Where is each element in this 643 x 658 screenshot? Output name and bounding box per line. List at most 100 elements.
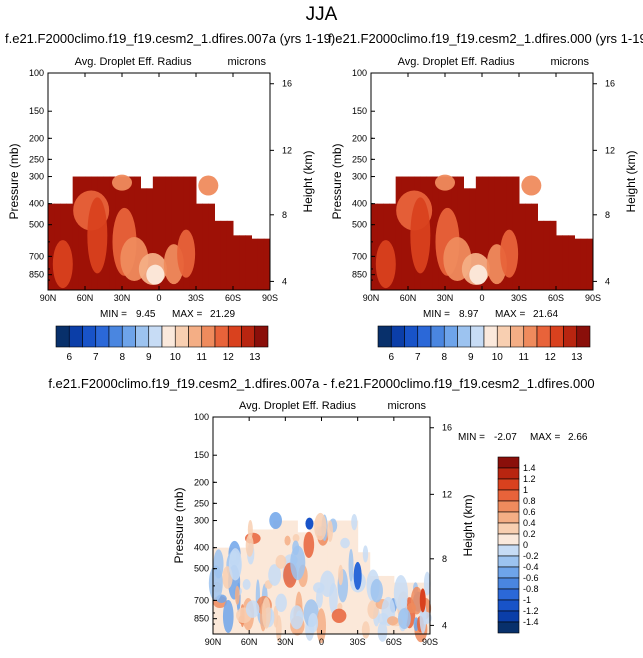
x-tick-label: 60N — [400, 293, 417, 303]
colorbar-box — [563, 325, 578, 348]
contour-fill — [537, 220, 545, 290]
colorbar-box — [121, 325, 136, 348]
contour-region — [112, 174, 132, 191]
colorbar-label: -0.4 — [523, 562, 539, 572]
contour-fill — [233, 235, 240, 290]
x-tick-label: 0 — [319, 637, 324, 647]
y-tick-label: 500 — [29, 220, 44, 230]
panel-subtitle: Avg. Droplet Eff. Radius — [239, 400, 356, 412]
panel-diff-field — [208, 512, 432, 644]
y-tick-label: 850 — [29, 270, 44, 280]
colorbar-label: 10 — [492, 352, 504, 363]
contour-fill — [219, 547, 226, 634]
contour-region — [521, 175, 542, 196]
panel-a-axes: 100 150 200 250 300 400 500 700 850 90N 60N 30N 0 30S… — [7, 56, 315, 303]
colorbar-box — [404, 325, 419, 348]
contour-fill — [531, 203, 538, 290]
colorbar-box — [201, 325, 216, 348]
contour-region — [228, 548, 242, 581]
max-value: 2.66 — [568, 432, 588, 443]
contour-fill — [225, 547, 232, 634]
panel-diff-minmax: MIN = -2.07 MAX = 2.66 — [458, 432, 588, 443]
colorbar-label: 6 — [66, 352, 72, 363]
colorbar-box — [174, 325, 189, 348]
contour-region — [348, 548, 354, 582]
height-tick-label: 4 — [282, 276, 287, 286]
contour-fill — [171, 176, 178, 290]
panel-subtitle: Avg. Droplet Eff. Radius — [75, 56, 192, 68]
contour-fill — [159, 176, 166, 290]
contour-fill — [263, 238, 271, 290]
contour-fill — [525, 203, 532, 290]
contour-fill — [549, 220, 557, 290]
colorbar-label: 0.4 — [523, 518, 536, 528]
colorbar-box — [523, 325, 538, 348]
contour-region — [208, 565, 223, 601]
contour-region — [410, 586, 423, 615]
panel-diff-colorbar: 1.41.210.80.60.40.20-0.2-0.4-0.6-0.8-1-1… — [497, 456, 539, 634]
colorbar-box — [497, 489, 520, 502]
contour-region — [87, 197, 108, 274]
contour-region — [387, 616, 399, 626]
contour-region — [351, 514, 358, 531]
contour-fill — [463, 188, 471, 290]
x-tick-label: 0 — [479, 293, 484, 303]
colorbar-label: -0.6 — [523, 573, 539, 583]
contour-region — [410, 197, 431, 274]
x-tick-label: 30S — [188, 293, 204, 303]
colorbar-box — [497, 544, 520, 557]
colorbar-box — [148, 325, 163, 348]
contour-fill — [134, 176, 141, 290]
units-label: microns — [227, 56, 266, 68]
colorbar-label: 11 — [197, 352, 208, 363]
contour-fill — [220, 220, 228, 290]
colorbar-label: 7 — [93, 352, 99, 363]
colorbar-label: -0.8 — [523, 584, 539, 594]
contour-region — [423, 571, 431, 596]
contour-fill — [165, 176, 172, 290]
contour-fill — [303, 532, 310, 634]
max-label: MAX = — [495, 309, 525, 320]
panel-diff-axes: 100 150 200 250 300 400 500 700 850 90N 60N 30N 0 30S… — [172, 400, 475, 647]
colorbar-label: 13 — [249, 352, 261, 363]
contour-fill — [239, 235, 246, 290]
min-value: 9.45 — [136, 309, 156, 320]
colorbar-label: -1.2 — [523, 606, 539, 616]
panel-diff-case-title: f.e21.F2000climo.f19_f19.cesm2_1.dfires.… — [48, 376, 595, 391]
colorbar-box — [483, 325, 498, 348]
x-tick-label: 30S — [511, 293, 527, 303]
contour-region — [269, 512, 282, 530]
contour-fill — [309, 520, 316, 634]
contour-region — [242, 578, 251, 590]
height-tick-label: 8 — [605, 210, 610, 220]
contour-fill — [261, 529, 268, 634]
contour-fill — [214, 220, 222, 290]
y-tick-label: 150 — [29, 106, 44, 116]
contour-fill — [245, 235, 252, 290]
contour-fill — [562, 235, 569, 290]
x-tick-label: 30N — [437, 293, 454, 303]
colorbar-box — [161, 325, 176, 348]
contour-fill — [78, 176, 86, 290]
contour-fill — [556, 235, 563, 290]
page-title: JJA — [305, 4, 338, 25]
contour-fill — [401, 176, 409, 290]
contour-fill — [48, 203, 55, 290]
height-tick-label: 12 — [605, 145, 615, 155]
min-label: MIN = — [423, 309, 450, 320]
height-tick-label: 12 — [442, 489, 452, 499]
contour-region — [245, 534, 254, 557]
max-value: 21.64 — [533, 309, 558, 320]
contour-fill — [482, 176, 489, 290]
contour-fill — [574, 238, 582, 290]
contour-fill — [140, 188, 148, 290]
height-tick-label: 16 — [442, 423, 452, 433]
colorbar-box — [55, 325, 70, 348]
colorbar-label: 1.4 — [523, 463, 536, 473]
contour-fill — [519, 203, 526, 290]
min-value: 8.97 — [459, 309, 479, 320]
x-tick-label: 60S — [225, 293, 241, 303]
contour-fill — [251, 238, 259, 290]
colorbar-box — [135, 325, 150, 348]
y-tick-label: 400 — [29, 199, 44, 209]
